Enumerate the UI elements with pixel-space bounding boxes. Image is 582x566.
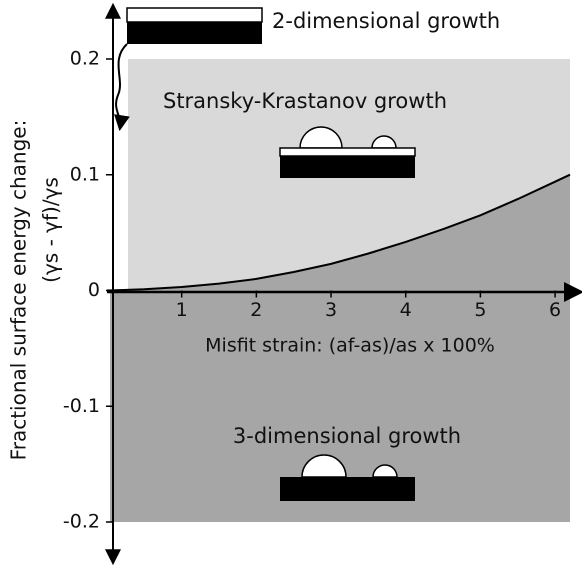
y-tick-label: -0.1 bbox=[63, 395, 100, 417]
x-tick-label: 1 bbox=[176, 299, 188, 321]
y-axis-label: (γs - γf)/γs bbox=[39, 177, 63, 283]
page: 1 2 3 4 5 6 0.2 0.1 0 -0.1 -0.2 2-dimensional grow… bbox=[0, 0, 582, 566]
y-tick-label: 0.2 bbox=[70, 48, 100, 70]
x-axis-label: Misfit strain: (af-as)/as x 100% bbox=[205, 335, 495, 357]
annotation: 3-dimensional growth bbox=[233, 424, 461, 448]
substrate-icon bbox=[280, 477, 415, 501]
x-tick-label: 6 bbox=[549, 299, 561, 321]
y-tick-label: 0.1 bbox=[70, 163, 100, 185]
y-tick-label: 0 bbox=[88, 279, 100, 301]
x-tick-label: 2 bbox=[250, 299, 262, 321]
annotation: Stransky-Krastanov growth bbox=[163, 89, 447, 113]
x-tick-label: 4 bbox=[400, 299, 412, 321]
y-axis-label: Fractional surface energy change: bbox=[7, 120, 31, 461]
film-icon bbox=[127, 8, 262, 22]
arrow bbox=[116, 44, 127, 128]
y-tick-label: -0.2 bbox=[63, 511, 100, 533]
x-tick-label: 5 bbox=[474, 299, 486, 321]
chart: 1 2 3 4 5 6 0.2 0.1 0 -0.1 -0.2 2-dimensional grow… bbox=[0, 0, 582, 566]
film-icon bbox=[280, 148, 415, 156]
annotation: 2-dimensional growth bbox=[272, 9, 500, 33]
substrate-icon bbox=[280, 156, 415, 178]
x-tick-label: 3 bbox=[325, 299, 337, 321]
substrate-icon bbox=[127, 22, 262, 44]
